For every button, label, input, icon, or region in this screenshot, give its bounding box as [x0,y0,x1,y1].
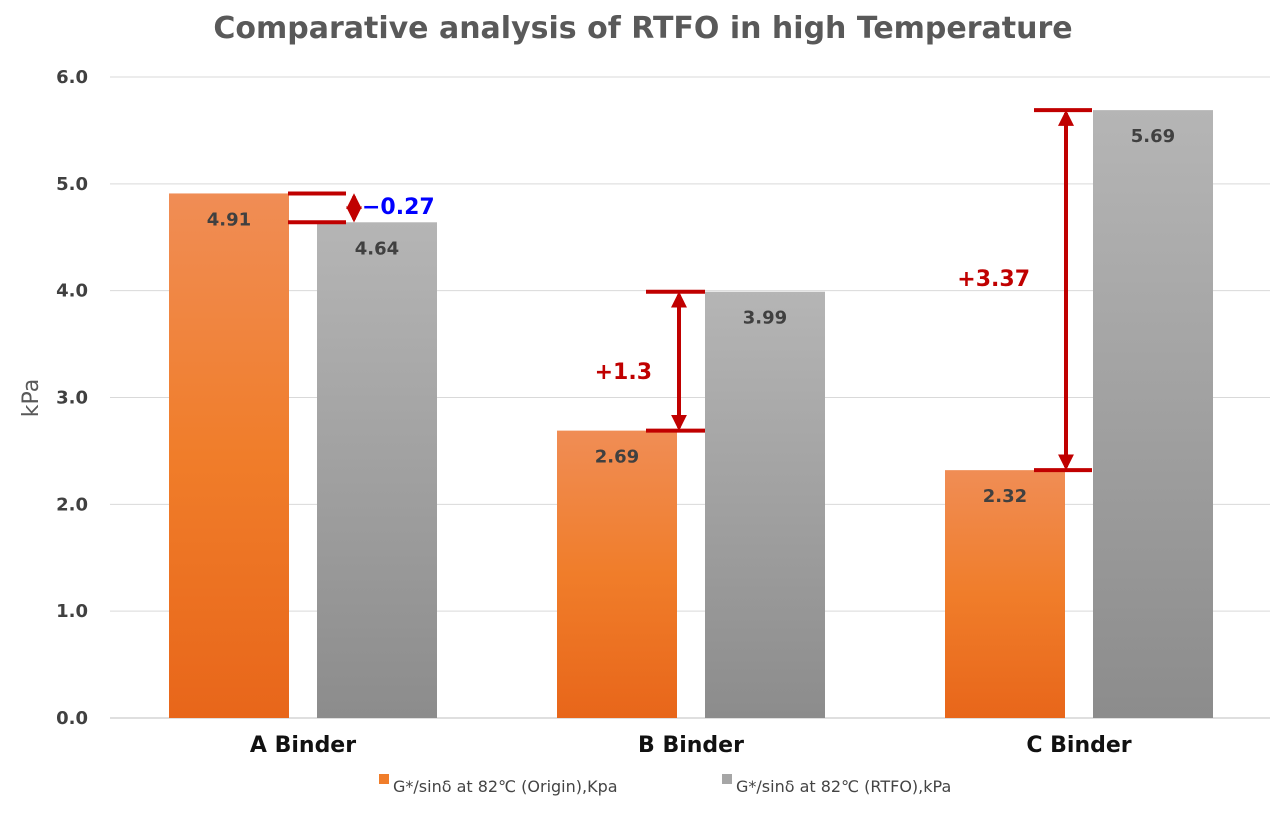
bars [169,110,1213,718]
y-tick-label: 0.0 [56,708,88,729]
legend-label-rtfo: G*/sinδ at 82℃ (RTFO),kPa [736,777,951,796]
data-label: 4.64 [355,238,399,259]
y-tick-label: 5.0 [56,174,88,195]
difference-annotations: −0.27 +1.3 +3.37 [288,108,1092,473]
data-label: 3.99 [743,308,787,329]
y-tick-label: 3.0 [56,388,88,409]
bar-origin-1 [557,430,677,718]
category-label: A Binder [250,733,356,758]
legend: G*/sinδ at 82℃ (Origin),Kpa G*/sinδ at 8… [379,774,951,796]
chart-title: Comparative analysis of RTFO in high Tem… [213,11,1072,46]
data-label: 2.32 [983,486,1027,507]
x-axis-categories: A Binder B Binder C Binder [250,733,1132,758]
annotation-0: −0.27 [288,191,435,225]
legend-swatch-origin [379,774,389,784]
bar-rtfo-2 [1093,110,1213,718]
bar-origin-0 [169,193,289,718]
bar-rtfo-1 [705,291,825,718]
difference-label: +1.3 [595,360,652,385]
legend-swatch-rtfo [722,774,732,784]
difference-label: −0.27 [362,195,435,220]
y-tick-label: 2.0 [56,494,88,515]
y-tick-label: 1.0 [56,601,88,622]
bar-origin-2 [945,470,1065,718]
annotation-2: +3.37 [957,108,1092,473]
category-label: C Binder [1026,733,1131,758]
bar-rtfo-0 [317,222,437,718]
data-labels: 4.91 2.69 2.32 4.64 3.99 5.69 [207,126,1175,507]
y-tick-label: 4.0 [56,281,88,302]
y-axis-label: kPa [19,379,44,418]
y-axis-ticks: 0.0 1.0 2.0 3.0 4.0 5.0 6.0 [56,67,88,729]
annotation-1: +1.3 [595,289,705,433]
data-label: 4.91 [207,209,251,230]
data-label: 5.69 [1131,126,1175,147]
y-tick-label: 6.0 [56,67,88,88]
category-label: B Binder [638,733,744,758]
data-label: 2.69 [595,447,639,468]
legend-label-origin: G*/sinδ at 82℃ (Origin),Kpa [393,777,618,796]
difference-label: +3.37 [957,267,1030,292]
